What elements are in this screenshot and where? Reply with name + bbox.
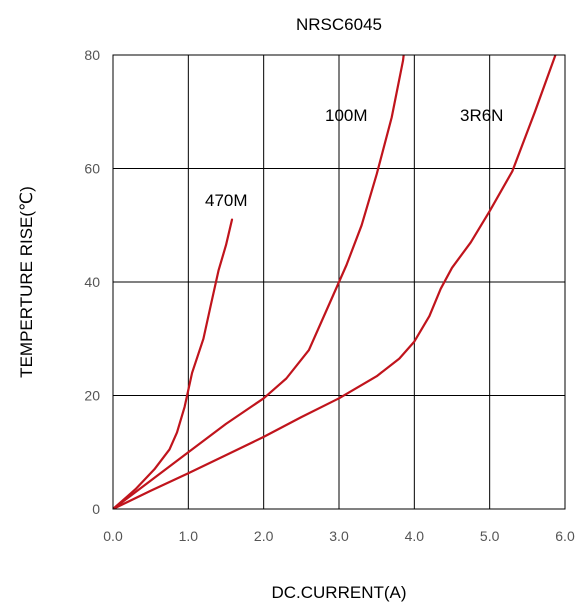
- series-label-470m: 470M: [205, 191, 248, 210]
- x-tick-label: 0.0: [103, 528, 123, 544]
- y-tick-label: 20: [84, 388, 100, 404]
- series-line-100m: [113, 55, 405, 509]
- x-axis-label: DC.CURRENT(A): [271, 583, 406, 602]
- y-tick-label: 80: [84, 47, 100, 63]
- plot-frame: [112, 54, 566, 510]
- x-tick-label: 4.0: [405, 528, 425, 544]
- y-tick-label: 40: [84, 274, 100, 290]
- y-axis-label: TEMPERTURE RISE(℃): [17, 186, 36, 378]
- x-tick-label: 6.0: [555, 528, 575, 544]
- x-tick-label: 3.0: [329, 528, 349, 544]
- x-tick-label: 2.0: [254, 528, 274, 544]
- curves: [113, 55, 557, 509]
- series-labels: 470M 100M 3R6N: [205, 106, 503, 210]
- chart-title: NRSC6045: [296, 15, 382, 34]
- series-line-3r6n: [113, 55, 557, 509]
- series-label-100m: 100M: [325, 106, 368, 125]
- series-label-3r6n: 3R6N: [460, 106, 503, 125]
- x-tick-labels: 0.0 1.0 2.0 3.0 4.0 5.0 6.0: [103, 528, 575, 544]
- x-tick-label: 1.0: [179, 528, 199, 544]
- x-tick-label: 5.0: [480, 528, 500, 544]
- y-tick-label: 60: [84, 161, 100, 177]
- y-tick-labels: 0 20 40 60 80: [84, 47, 100, 517]
- y-tick-label: 0: [92, 501, 100, 517]
- series-line-470m: [113, 218, 234, 509]
